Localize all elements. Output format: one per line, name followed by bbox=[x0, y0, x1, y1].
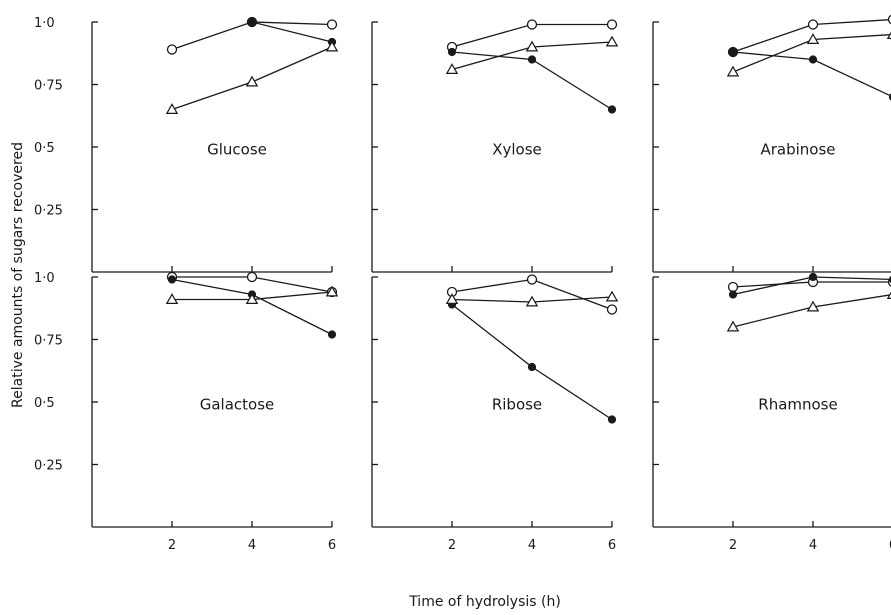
x-axis-title: Time of hydrolysis (h) bbox=[408, 594, 561, 610]
data-point-open-circle bbox=[727, 281, 739, 293]
y-tick-label: 0·5 bbox=[34, 141, 55, 156]
data-point-open-triangle bbox=[886, 31, 891, 40]
data-point-open-triangle bbox=[806, 33, 820, 45]
panels-layer: 0·25 0·5 0·75 1·0 Glucose Xylose Arabinose 0·25… bbox=[34, 14, 891, 553]
panel-label: Glucose bbox=[207, 141, 267, 159]
x-tick-label: 6 bbox=[328, 538, 336, 553]
data-point-filled-circle bbox=[607, 105, 617, 114]
y-tick-label: 0·75 bbox=[34, 79, 63, 94]
data-point-filled-circle bbox=[808, 272, 818, 282]
data-point-open-triangle bbox=[726, 320, 740, 332]
data-point-filled-circle bbox=[447, 47, 457, 57]
data-point-open-triangle bbox=[726, 65, 740, 77]
y-tick-label: 1·0 bbox=[34, 271, 55, 286]
panel-label: Galactose bbox=[200, 396, 275, 414]
data-point-filled-circle bbox=[728, 290, 738, 299]
data-point-open-triangle bbox=[525, 295, 539, 307]
x-tick-label: 6 bbox=[889, 538, 891, 553]
data-point-open-circle bbox=[326, 19, 338, 30]
data-point-open-triangle bbox=[445, 293, 459, 304]
y-tick-label: 0·25 bbox=[34, 204, 63, 219]
data-point-filled-circle bbox=[527, 55, 537, 64]
panel-xylose: Xylose bbox=[371, 19, 619, 273]
data-point-filled-circle bbox=[247, 17, 257, 27]
data-point-open-triangle bbox=[165, 293, 179, 304]
y-axis-title: Relative amounts of sugars recovered bbox=[10, 142, 26, 408]
data-point-filled-circle bbox=[607, 415, 617, 424]
data-point-open-circle bbox=[807, 19, 819, 30]
panel-label: Xylose bbox=[492, 141, 542, 159]
panel-glucose: 0·25 0·5 0·75 1·0 Glucose bbox=[34, 16, 339, 273]
data-point-open-circle bbox=[606, 304, 618, 315]
data-point-open-circle bbox=[166, 44, 178, 55]
data-point-open-triangle bbox=[325, 40, 339, 52]
y-tick-label: 0·5 bbox=[34, 396, 55, 411]
data-point-open-circle bbox=[606, 19, 618, 30]
data-point-open-triangle bbox=[325, 285, 339, 297]
data-point-open-triangle bbox=[445, 63, 459, 75]
x-tick-label: 4 bbox=[528, 538, 536, 553]
data-point-open-triangle bbox=[886, 291, 891, 299]
x-tick-label: 2 bbox=[729, 538, 737, 553]
data-point-open-triangle bbox=[605, 35, 619, 47]
panel-label: Arabinose bbox=[760, 141, 835, 159]
data-point-filled-circle bbox=[527, 362, 537, 372]
x-tick-label: 2 bbox=[168, 538, 176, 553]
x-tick-label: 4 bbox=[809, 538, 817, 553]
data-point-open-triangle bbox=[605, 290, 619, 302]
x-tick-label: 6 bbox=[608, 538, 616, 553]
panel-label: Ribose bbox=[492, 396, 542, 414]
data-point-filled-circle bbox=[808, 55, 818, 64]
data-point-open-triangle bbox=[806, 300, 820, 312]
data-point-open-triangle bbox=[245, 75, 259, 87]
data-point-open-triangle bbox=[165, 103, 179, 115]
panel-rhamnose: 2 4 6 Rhamnose bbox=[652, 272, 891, 553]
y-tick-label: 0·25 bbox=[34, 459, 63, 474]
x-tick-label: 2 bbox=[448, 538, 456, 553]
y-tick-label: 1·0 bbox=[34, 16, 55, 31]
y-tick-label: 0·75 bbox=[34, 334, 63, 349]
data-point-filled-circle bbox=[167, 275, 177, 284]
data-point-open-circle bbox=[526, 19, 538, 30]
panel-galactose: 0·25 0·5 0·75 1·0 2 4 6 Galactose bbox=[34, 271, 339, 553]
panel-ribose: 2 4 6 Ribose bbox=[371, 274, 619, 553]
panel-arabinose: Arabinose bbox=[652, 14, 891, 273]
data-point-open-circle bbox=[526, 274, 538, 285]
data-point-filled-circle bbox=[728, 47, 738, 57]
data-point-open-triangle bbox=[245, 293, 259, 304]
data-point-filled-circle bbox=[327, 330, 337, 339]
x-tick-label: 4 bbox=[248, 538, 256, 553]
data-point-open-circle bbox=[887, 14, 891, 25]
panel-label: Rhamnose bbox=[758, 396, 837, 414]
data-point-open-triangle bbox=[525, 40, 539, 52]
data-point-open-circle bbox=[246, 271, 258, 283]
series-line-filled-circle bbox=[251, 21, 333, 43]
